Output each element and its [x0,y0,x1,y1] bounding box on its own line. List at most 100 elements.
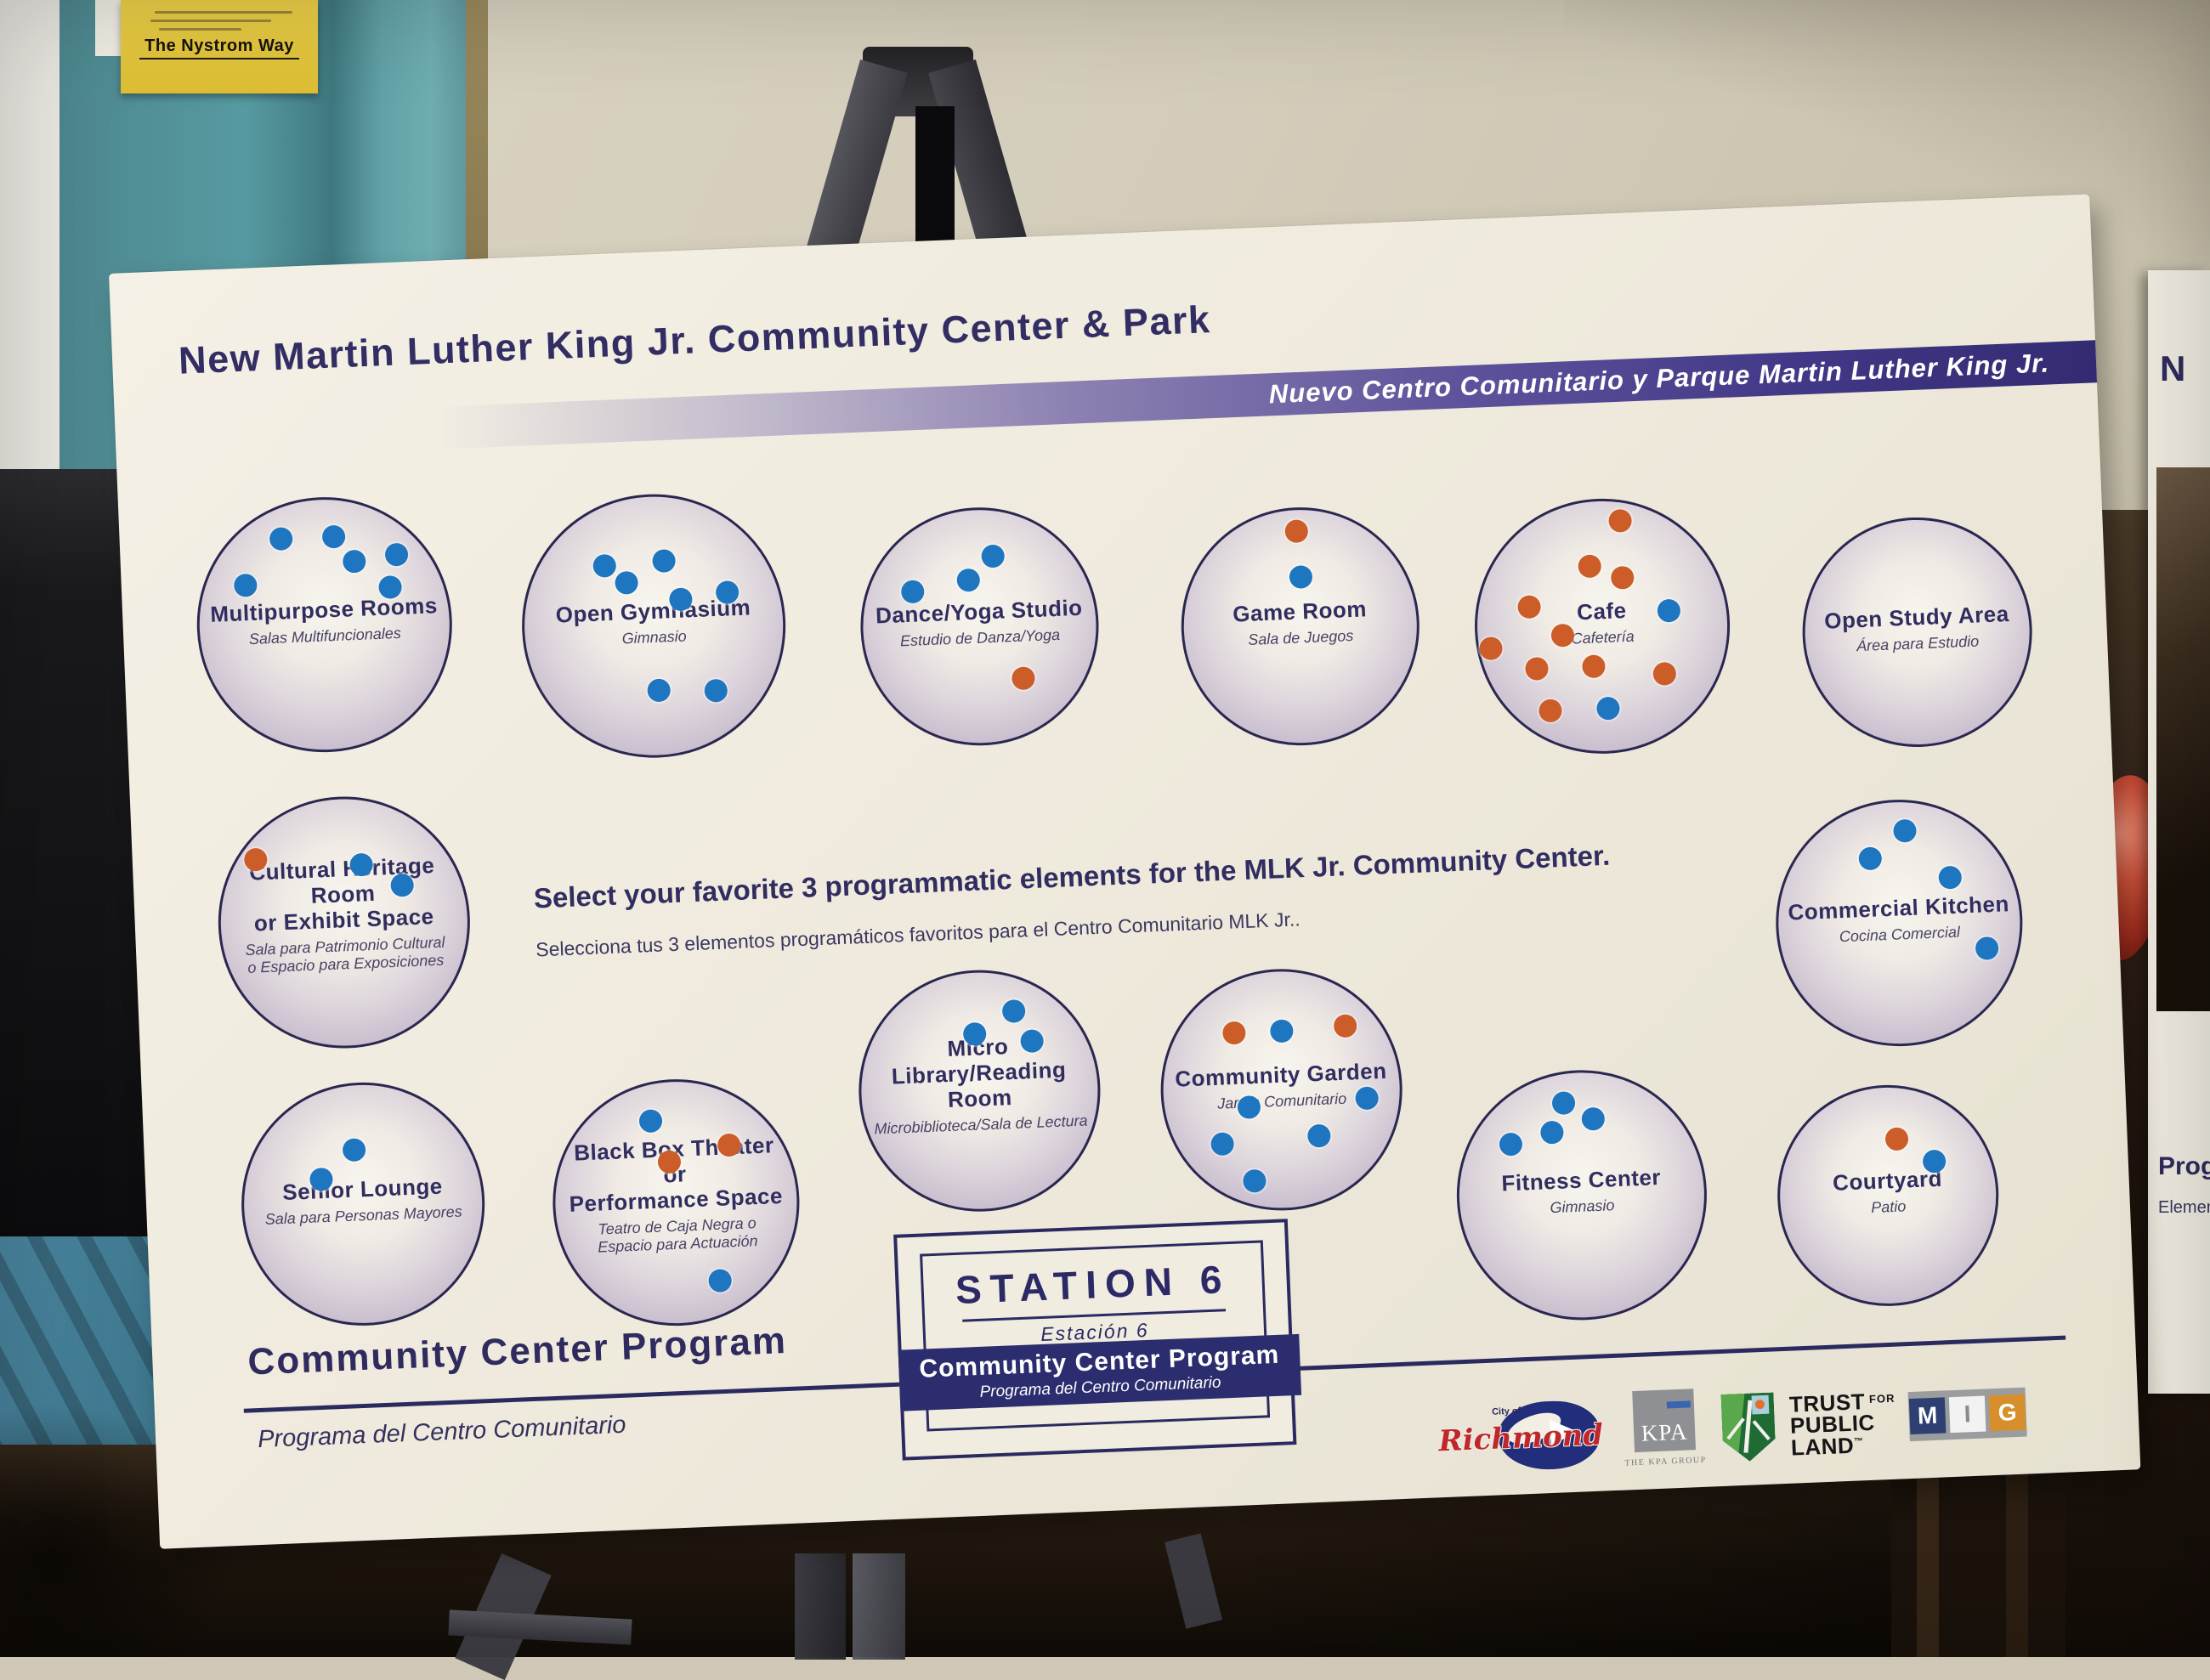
circle-name-es: Salas Multifuncionales [248,624,402,648]
circle-cultural-heritage-room[interactable]: Cultural Heritage Room or Exhibit Space … [213,791,475,1054]
circle-name: Game Room [1232,596,1368,627]
footer-subheading: Programa del Centro Comunitario [257,1411,627,1454]
side-poster-fragment: Prog [2158,1152,2210,1180]
vote-dot-blue [1975,936,1999,961]
vote-dot-blue [1237,1095,1261,1120]
vote-dot-orange [1538,699,1563,723]
circle-community-garden[interactable]: Community Garden Jardín Comunitario [1156,964,1408,1215]
station-title: STATION 6 [955,1257,1232,1312]
circle-senior-lounge[interactable]: Senior Lounge Sala para Personas Mayores [236,1078,490,1331]
kpa-caption: THE KPA GROUP [1624,1455,1707,1468]
tpl-line3: LAND [1790,1432,1855,1461]
easel-bottom-leg-center [795,1553,846,1660]
circle-name-es: Teatro de Caja Negra o Espacio para Actu… [597,1213,758,1256]
vote-dot-blue [342,1137,366,1162]
vote-dot-blue [708,1268,733,1293]
circle-cafe[interactable]: Cafe Cafetería [1470,493,1735,759]
mig-logo: M I G [1907,1387,2027,1442]
side-poster-fragment: N [2160,348,2186,388]
vote-dot-blue [647,678,672,703]
vote-dot-blue [342,549,367,574]
circle-name-es: Gimnasio [1550,1196,1615,1217]
chair-leg [1917,1445,1939,1657]
circle-name-es: Microbiblioteca/Sala de Lectura [874,1112,1088,1138]
circle-black-box-theater[interactable]: Black Box Theater or Performance Space T… [547,1074,805,1331]
easel-bottom-leg-center [853,1553,905,1660]
circle-name-es: Cafetería [1571,627,1635,648]
vote-dot-blue [1551,1090,1576,1115]
side-poster-image [2156,467,2210,1011]
kpa-initials: KPA [1640,1418,1689,1446]
circle-label: Senior Lounge Sala para Personas Mayores [250,1173,475,1230]
vote-dot-orange [1524,656,1549,682]
circle-micro-library-reading-room[interactable]: Micro Library/Reading Room Microbibliote… [853,965,1106,1217]
vote-dot-orange [1578,554,1602,579]
circle-courtyard[interactable]: Courtyard Patio [1773,1080,2003,1310]
vote-dot-blue [1595,696,1620,721]
tpl-shield-icon [1720,1392,1776,1462]
circle-open-study-area[interactable]: Open Study Area Área para Estudio [1798,512,2037,752]
whiteboard-edge [0,0,64,544]
circle-name-es: Estudio de Danza/Yoga [899,625,1061,650]
station-box: STATION 6 Estación 6 Community Center Pr… [893,1219,1302,1461]
vote-dot-blue [1269,1018,1294,1043]
side-poster-fragment: Elemen [2158,1198,2210,1217]
circle-name: Black Box Theater or Performance Space [569,1132,784,1217]
vote-dot-blue [981,544,1006,568]
vote-dot-orange [1012,666,1036,691]
vote-dot-blue [1002,999,1027,1024]
circle-label: Game Room Sala de Juegos [1190,595,1411,652]
vote-dot-blue [269,527,293,552]
vote-dot-orange [1652,661,1676,686]
instruction-block: Select your favorite 3 programmatic elem… [533,831,1810,961]
vote-dot-orange [1478,636,1503,660]
vote-dot-orange [1884,1127,1909,1151]
circle-name-es: Sala de Juegos [1247,626,1354,648]
mig-g-square: G [1988,1394,2026,1432]
poster-title: New Martin Luther King Jr. Community Cen… [178,297,1212,382]
circle-label: Open Study Area Área para Estudio [1810,601,2023,657]
circle-label: Cultural Heritage Room or Exhibit Space … [226,852,462,979]
circle-name-es: Sala para Patrimonio Cultural o Espacio … [245,933,445,977]
vote-dot-blue [1858,846,1883,871]
tpl-shield-trunk [1743,1400,1752,1453]
circle-commercial-kitchen[interactable]: Commercial Kitchen Cocina Comercial [1771,795,2028,1051]
title-banner-subtitle: Nuevo Centro Comunitario y Parque Martin… [1268,348,2050,410]
tpl-wordmark: TRUST FOR PUBLIC LAND™ [1788,1389,1898,1461]
voting-poster-board: New Martin Luther King Jr. Community Cen… [109,194,2141,1549]
station-banner-title: Community Center Program [918,1340,1280,1383]
vote-dot-blue [1210,1132,1234,1157]
circle-name: Fitness Center [1500,1163,1662,1196]
mig-i-square: I [1948,1395,1986,1434]
wall-paper [95,0,121,56]
vote-dot-orange [1222,1021,1247,1045]
tpl-shield-branch [1753,1420,1771,1440]
circle-fitness-center[interactable]: Fitness Center Gimnasio [1452,1065,1712,1326]
kpa-square-icon: KPA [1632,1389,1697,1453]
circle-name-es: Gimnasio [621,627,688,648]
kpa-logo: KPA THE KPA GROUP [1615,1388,1714,1479]
sign-scribble-line [150,20,271,22]
circle-label: Multipurpose Rooms Salas Multifuncionale… [206,592,442,651]
richmond-logo: City of Richmond [1437,1398,1604,1476]
richmond-wordmark: Richmond [1437,1417,1604,1459]
vote-dot-blue [614,571,638,596]
circle-dance-yoga-studio[interactable]: Dance/Yoga Studio Estudio de Danza/Yoga [855,502,1103,750]
vote-dot-orange [1608,508,1633,533]
vote-dot-blue [1499,1132,1523,1157]
trust-for-public-land-logo: TRUST FOR PUBLIC LAND™ [1720,1386,1901,1466]
circle-name: Senior Lounge [281,1173,444,1206]
circle-name-es: Sala para Personas Mayores [264,1202,463,1228]
circle-name: Open Gymnasium [555,594,751,628]
tpl-tm: ™ [1853,1436,1864,1447]
circle-game-room[interactable]: Game Room Sala de Juegos [1176,502,1425,750]
vote-dot-blue [638,1109,664,1134]
kpa-dash-icon [1666,1400,1692,1409]
circle-name: Open Study Area [1823,600,2010,634]
circle-multipurpose-rooms[interactable]: Multipurpose Rooms Salas Multifuncionale… [191,492,457,758]
vote-dot-blue [1938,865,1963,890]
vote-dot-blue [956,568,981,592]
circle-name-es: Patio [1870,1197,1907,1216]
circle-label: Open Gymnasium Gimnasio [531,594,776,652]
circle-open-gymnasium[interactable]: Open Gymnasium Gimnasio [517,489,791,763]
